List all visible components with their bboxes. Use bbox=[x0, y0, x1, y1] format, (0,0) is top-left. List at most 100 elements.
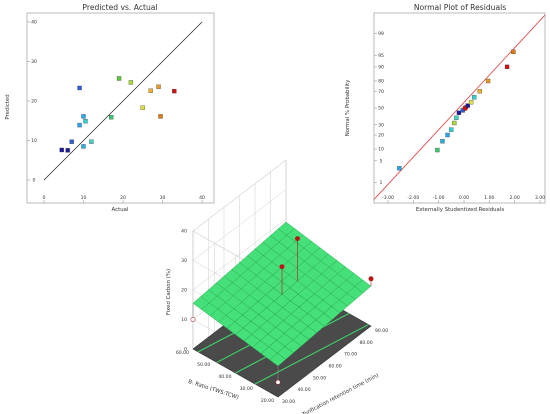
surface-z-tick-label: 20 bbox=[181, 288, 187, 294]
npr-x-tick-label: -1.00 bbox=[433, 195, 445, 201]
npr-point bbox=[468, 100, 474, 105]
npr-y-tick-label: 20 bbox=[378, 133, 384, 139]
pva-point bbox=[148, 88, 153, 93]
npr-x-tick-label: 0.00 bbox=[459, 195, 469, 201]
npr-point bbox=[456, 110, 462, 115]
surface-design-point bbox=[275, 379, 281, 385]
npr-reference-line bbox=[373, 14, 546, 200]
pva-point bbox=[140, 105, 145, 110]
pva-y-tick-label: 20 bbox=[31, 99, 37, 105]
npr-point bbox=[485, 78, 491, 84]
surface-design-point bbox=[279, 264, 285, 270]
pva-plot-frame bbox=[26, 12, 215, 204]
npr-x-tick-label: 1.00 bbox=[484, 195, 494, 201]
pva-point bbox=[156, 84, 161, 89]
normal-plot-chart: Normal Plot of Residuals Externally Stud… bbox=[345, 3, 546, 213]
pva-point bbox=[83, 118, 88, 124]
pva-x-label: Actual bbox=[112, 207, 129, 213]
pva-y-tick-label: 10 bbox=[31, 138, 37, 144]
surface-design-point bbox=[190, 316, 196, 322]
pva-x-tick-label: 10 bbox=[81, 195, 87, 201]
pva-point bbox=[69, 139, 74, 144]
pva-point bbox=[172, 88, 177, 94]
npr-point bbox=[511, 49, 516, 55]
surface-a-tick-label: 60.00 bbox=[329, 364, 342, 370]
surface-z-tick-label: 10 bbox=[181, 317, 187, 323]
surface-a-tick-label: 90.00 bbox=[375, 328, 388, 334]
npr-y-tick-label: 80 bbox=[378, 79, 384, 85]
surface-b-tick-label: 20.00 bbox=[261, 398, 274, 404]
surface-a-tick-label: 50.00 bbox=[313, 375, 326, 381]
pva-point bbox=[128, 80, 134, 85]
npr-y-tick-label: 70 bbox=[378, 89, 384, 95]
pva-y-tick-label: 40 bbox=[31, 20, 37, 26]
surface-z-tick-label: 0 bbox=[184, 347, 187, 353]
pva-point bbox=[65, 148, 70, 153]
surface-a-tick-label: 40.00 bbox=[298, 387, 311, 393]
surface-b-tick-label: 40.00 bbox=[218, 374, 231, 380]
npr-point bbox=[397, 166, 402, 171]
pva-x-tick-label: 0 bbox=[43, 195, 46, 201]
npr-point bbox=[452, 120, 457, 126]
npr-y-tick-label: 99 bbox=[378, 31, 384, 37]
surface-z-tick-label: 40 bbox=[181, 229, 187, 235]
npr-plot-frame bbox=[373, 12, 546, 204]
npr-x-tick-label: -3.00 bbox=[382, 195, 394, 201]
npr-y-tick-label: 50 bbox=[378, 106, 384, 112]
pva-point bbox=[59, 147, 64, 153]
npr-point bbox=[477, 89, 482, 94]
pva-point bbox=[81, 114, 86, 119]
npr-point bbox=[454, 115, 459, 120]
npr-y-tick-label: 5 bbox=[380, 158, 383, 164]
npr-x-tick-label: -2.00 bbox=[407, 195, 419, 201]
surface-b-tick-label: 30.00 bbox=[240, 386, 253, 392]
surface-a-tick-label: 80.00 bbox=[360, 340, 373, 346]
pva-point bbox=[77, 85, 82, 91]
pva-x-tick-label: 20 bbox=[120, 195, 126, 201]
npr-x-tick-label: 3.00 bbox=[535, 195, 545, 201]
pva-point bbox=[89, 139, 94, 144]
npr-y-tick-label: 30 bbox=[378, 122, 384, 128]
pva-point bbox=[81, 144, 86, 149]
npr-x-label: Externally Studentized Residuals bbox=[416, 207, 505, 213]
npr-point bbox=[440, 139, 445, 144]
surface-b-tick-label: 60.00 bbox=[176, 350, 189, 356]
surface-mesh-cell bbox=[277, 221, 295, 236]
surface-z-tick-label: 30 bbox=[181, 258, 187, 264]
npr-point bbox=[504, 64, 510, 70]
surface-design-point bbox=[368, 276, 374, 282]
pva-title: Predicted vs. Actual bbox=[82, 3, 157, 12]
pva-x-tick-label: 30 bbox=[160, 195, 166, 201]
npr-title: Normal Plot of Residuals bbox=[414, 3, 506, 12]
pva-point bbox=[77, 122, 82, 128]
pva-y-label: Predicted bbox=[5, 94, 11, 119]
npr-x-tick-label: 2.00 bbox=[510, 195, 520, 201]
pva-reference-line bbox=[43, 21, 203, 181]
npr-point bbox=[445, 132, 450, 138]
pva-y-tick-label: 30 bbox=[31, 59, 37, 65]
pva-point bbox=[109, 115, 114, 120]
pva-point bbox=[116, 76, 122, 81]
npr-y-tick-label: 1 bbox=[380, 180, 383, 186]
surface-b-label: B: Ratio (TWS:TCW) bbox=[187, 379, 239, 401]
pva-x-tick-label: 40 bbox=[199, 195, 205, 201]
npr-point bbox=[465, 103, 470, 108]
npr-y-label: Normal % Probability bbox=[345, 79, 351, 136]
npr-y-tick-label: 10 bbox=[378, 147, 384, 153]
npr-y-tick-label: 95 bbox=[378, 53, 384, 59]
surface-a-tick-label: 70.00 bbox=[344, 352, 357, 358]
surface-b-tick-label: 50.00 bbox=[197, 362, 210, 368]
npr-point bbox=[449, 127, 454, 132]
predicted-vs-actual-chart: Predicted vs. Actual Actual Predicted 0 1… bbox=[5, 3, 215, 213]
npr-point bbox=[471, 95, 477, 100]
pva-y-tick-label: 0 bbox=[33, 178, 36, 184]
surface-z-label: Fixed Carbon (%) bbox=[166, 269, 172, 315]
npr-point bbox=[435, 147, 440, 153]
surface-a-label: A: Torification retention time (min) bbox=[295, 373, 380, 414]
pva-point bbox=[158, 114, 163, 119]
surface-floor-contour bbox=[254, 324, 369, 385]
npr-y-tick-label: 90 bbox=[378, 64, 384, 70]
surface-a-tick-label: 30.00 bbox=[282, 399, 295, 405]
surface-design-point bbox=[294, 236, 300, 242]
